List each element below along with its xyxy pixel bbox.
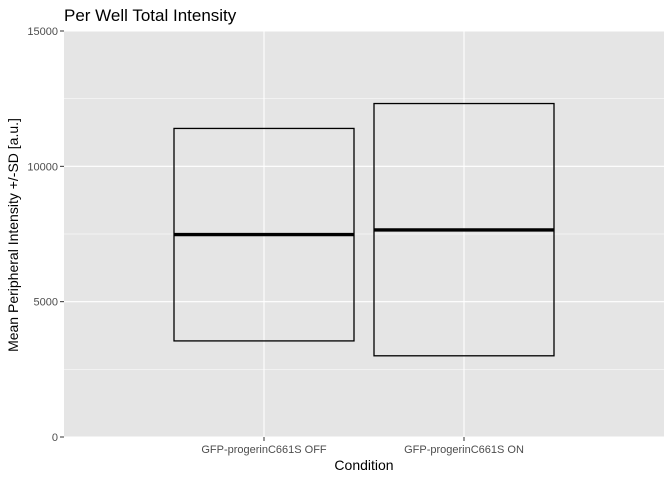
box-series bbox=[173, 102, 555, 357]
chart-title: Per Well Total Intensity bbox=[64, 6, 237, 25]
y-tick-label: 15000 bbox=[27, 26, 58, 38]
y-axis: 0 5000 10000 15000 bbox=[27, 26, 64, 444]
x-tick-label: GFP-progerinC661S ON bbox=[404, 444, 524, 456]
y-axis-title: Mean Peripheral Intensity +/-SD [a.u.] bbox=[5, 118, 21, 352]
major-gridlines bbox=[64, 30, 664, 438]
x-axis: GFP-progerinC661S OFF GFP-progerinC661S O… bbox=[201, 437, 524, 456]
y-tick-label: 0 bbox=[52, 432, 58, 444]
y-tick-label: 5000 bbox=[34, 297, 58, 309]
x-axis-title: Condition bbox=[334, 457, 393, 473]
minor-gridlines bbox=[64, 98, 664, 370]
x-tick-label: GFP-progerinC661S OFF bbox=[201, 444, 327, 456]
y-tick-label: 10000 bbox=[27, 161, 58, 173]
